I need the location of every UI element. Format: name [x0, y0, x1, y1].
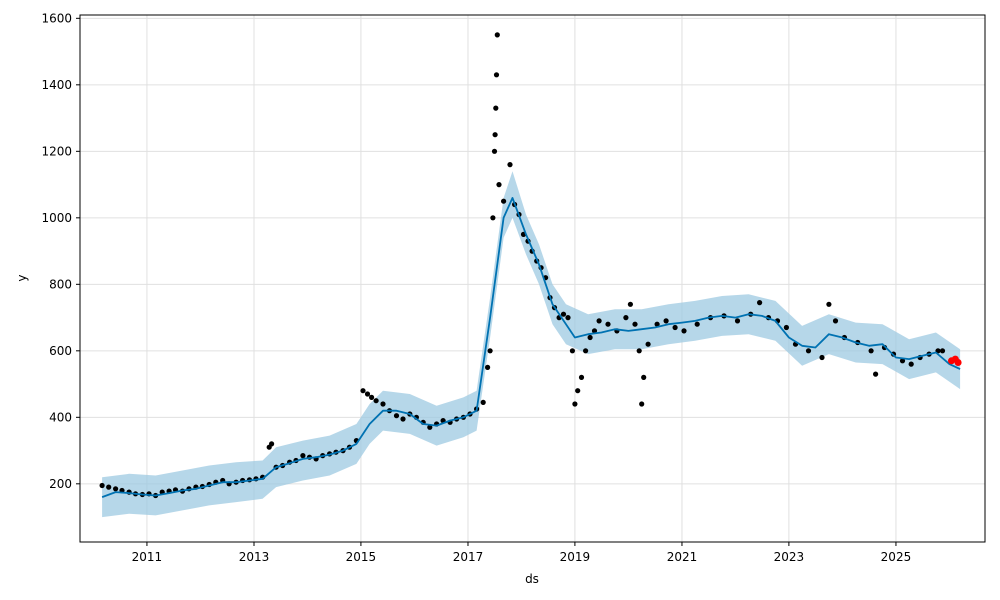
x-tick-label: 2019: [560, 550, 591, 564]
observed-point: [623, 315, 629, 321]
x-tick-label: 2017: [453, 550, 484, 564]
observed-point: [605, 321, 611, 327]
observed-point: [663, 318, 669, 324]
observed-point: [596, 318, 602, 324]
observed-point: [632, 321, 638, 327]
y-tick-label: 600: [49, 344, 72, 358]
observed-point: [908, 361, 914, 367]
observed-point: [627, 301, 634, 307]
x-axis-label: ds: [525, 572, 539, 586]
observed-point: [369, 394, 375, 400]
observed-point: [654, 321, 660, 327]
observed-point: [300, 453, 306, 459]
observed-point: [591, 328, 598, 334]
x-tick-label: 2013: [239, 550, 270, 564]
observed-point: [373, 398, 379, 404]
y-tick-label: 200: [49, 477, 72, 491]
forecast-series-line: [101, 196, 961, 498]
y-tick-label: 1000: [41, 211, 72, 225]
y-tick-label: 1400: [41, 78, 72, 92]
uncertainty-band: [102, 171, 961, 518]
observed-point: [572, 401, 578, 407]
observed-point: [757, 300, 763, 306]
observed-point: [269, 441, 275, 447]
y-axis-label: y: [15, 274, 29, 281]
observed-point: [490, 215, 496, 221]
x-tick-label: 2021: [667, 550, 698, 564]
observed-point: [360, 388, 366, 394]
observed-point: [645, 341, 651, 347]
observed-point: [491, 148, 498, 154]
observed-point: [565, 315, 571, 321]
observed-point: [783, 324, 790, 331]
observed-point: [480, 399, 486, 405]
plot-frame: [79, 14, 986, 543]
observed-point: [393, 413, 400, 419]
y-tick-label: 800: [49, 277, 72, 291]
observed-point: [672, 324, 678, 331]
observed-point: [734, 318, 741, 324]
observed-point: [868, 348, 874, 354]
observed-point: [694, 321, 700, 327]
x-tick-label: 2015: [346, 550, 377, 564]
observed-point: [575, 388, 581, 394]
observed-point: [380, 401, 386, 407]
y-tick-label: 1600: [41, 11, 72, 25]
observed-point: [400, 416, 406, 422]
observed-point: [832, 318, 839, 324]
observed-point: [99, 482, 105, 489]
observed-point: [636, 348, 642, 354]
highlight-points: [948, 355, 962, 366]
observed-point: [496, 182, 502, 188]
x-tick-label: 2023: [774, 550, 805, 564]
x-tick-label: 2025: [881, 550, 912, 564]
y-tick-label: 1200: [41, 144, 72, 158]
x-axis-ticks: 2011 2013 2015 2017 2019 2021 2023 2025: [132, 542, 912, 564]
observed-point: [641, 374, 647, 380]
observed-point: [492, 132, 498, 138]
observed-point: [681, 328, 687, 334]
observed-point: [939, 348, 946, 354]
observed-point: [364, 391, 371, 397]
observed-point: [487, 348, 493, 354]
observed-point: [587, 334, 593, 341]
observed-point: [583, 348, 589, 354]
observed-point: [899, 358, 906, 364]
observed-point: [569, 348, 576, 354]
observed-point: [493, 105, 499, 111]
observed-point: [639, 401, 645, 407]
forecast-line: [101, 196, 961, 498]
observed-point: [819, 354, 825, 361]
observed-point: [507, 162, 513, 168]
observed-point: [578, 374, 585, 380]
y-tick-label: 400: [49, 410, 72, 424]
observed-point: [501, 198, 507, 204]
observed-point: [805, 348, 812, 354]
observed-point: [494, 32, 500, 38]
highlight-point: [954, 359, 962, 366]
x-tick-label: 2011: [132, 550, 163, 564]
observed-point: [493, 72, 500, 78]
observed-point: [113, 486, 119, 492]
observed-point: [427, 424, 433, 430]
y-axis-ticks: 200 400 600 800 1000 1200 1400 1600: [41, 11, 80, 491]
observed-point: [485, 364, 491, 370]
interval-area: [102, 171, 961, 518]
observed-point: [106, 484, 112, 490]
observed-point: [560, 311, 567, 317]
observed-point: [826, 301, 832, 307]
observed-point: [873, 371, 879, 377]
observed-point: [881, 344, 888, 351]
